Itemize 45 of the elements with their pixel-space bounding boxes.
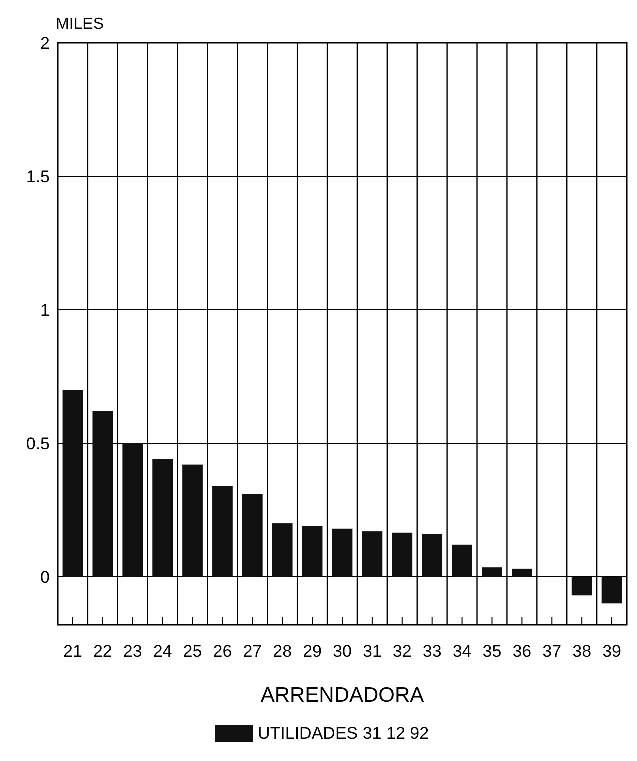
x-tick-label: 26 [213, 642, 232, 661]
x-tick-label: 37 [542, 642, 562, 661]
x-tick-label: 25 [183, 642, 202, 661]
x-tick-label: 27 [243, 642, 262, 661]
bar [572, 576, 592, 596]
bar [362, 532, 383, 577]
bar [122, 443, 144, 577]
y-tick-label: 1 [40, 300, 50, 320]
x-tick-label: 24 [153, 642, 172, 661]
x-tick-label: 38 [572, 642, 592, 661]
y-tick-label: 2 [40, 34, 50, 53]
bar [302, 526, 323, 577]
x-tick-label: 31 [362, 642, 382, 661]
bar [272, 524, 293, 577]
bar [392, 532, 413, 577]
x-axis-title: ARRENDADORA [260, 684, 424, 707]
y-tick-label: 1.5 [26, 167, 50, 186]
bar [242, 494, 263, 577]
y-tick-label: 0 [40, 568, 50, 587]
bar [92, 411, 114, 577]
bar [62, 390, 84, 577]
x-tick-label: 23 [123, 642, 142, 661]
x-tick-label: 34 [452, 642, 472, 661]
bar [152, 459, 173, 577]
x-tick-label: 22 [93, 642, 112, 661]
x-tick-label: 35 [482, 642, 502, 661]
bar [602, 576, 622, 604]
legend-label: UTILIDADES 31 12 92 [258, 724, 430, 743]
x-tick-label: 29 [303, 642, 322, 661]
bar [182, 464, 203, 577]
bar [332, 528, 353, 577]
y-axis-title: MILES [56, 16, 104, 33]
y-tick-label: 0.5 [26, 434, 50, 454]
bar [512, 568, 532, 577]
bar [452, 544, 472, 577]
x-tick-label: 30 [333, 642, 352, 661]
x-tick-label: 32 [392, 642, 412, 661]
x-tick-label: 36 [512, 642, 532, 661]
x-tick-label: 28 [273, 642, 292, 661]
bar [482, 568, 502, 577]
bar [212, 486, 233, 577]
x-tick-label: 33 [422, 642, 442, 661]
bar [422, 534, 443, 577]
x-tick-label: 21 [64, 642, 82, 661]
x-tick-label: 39 [602, 642, 622, 661]
